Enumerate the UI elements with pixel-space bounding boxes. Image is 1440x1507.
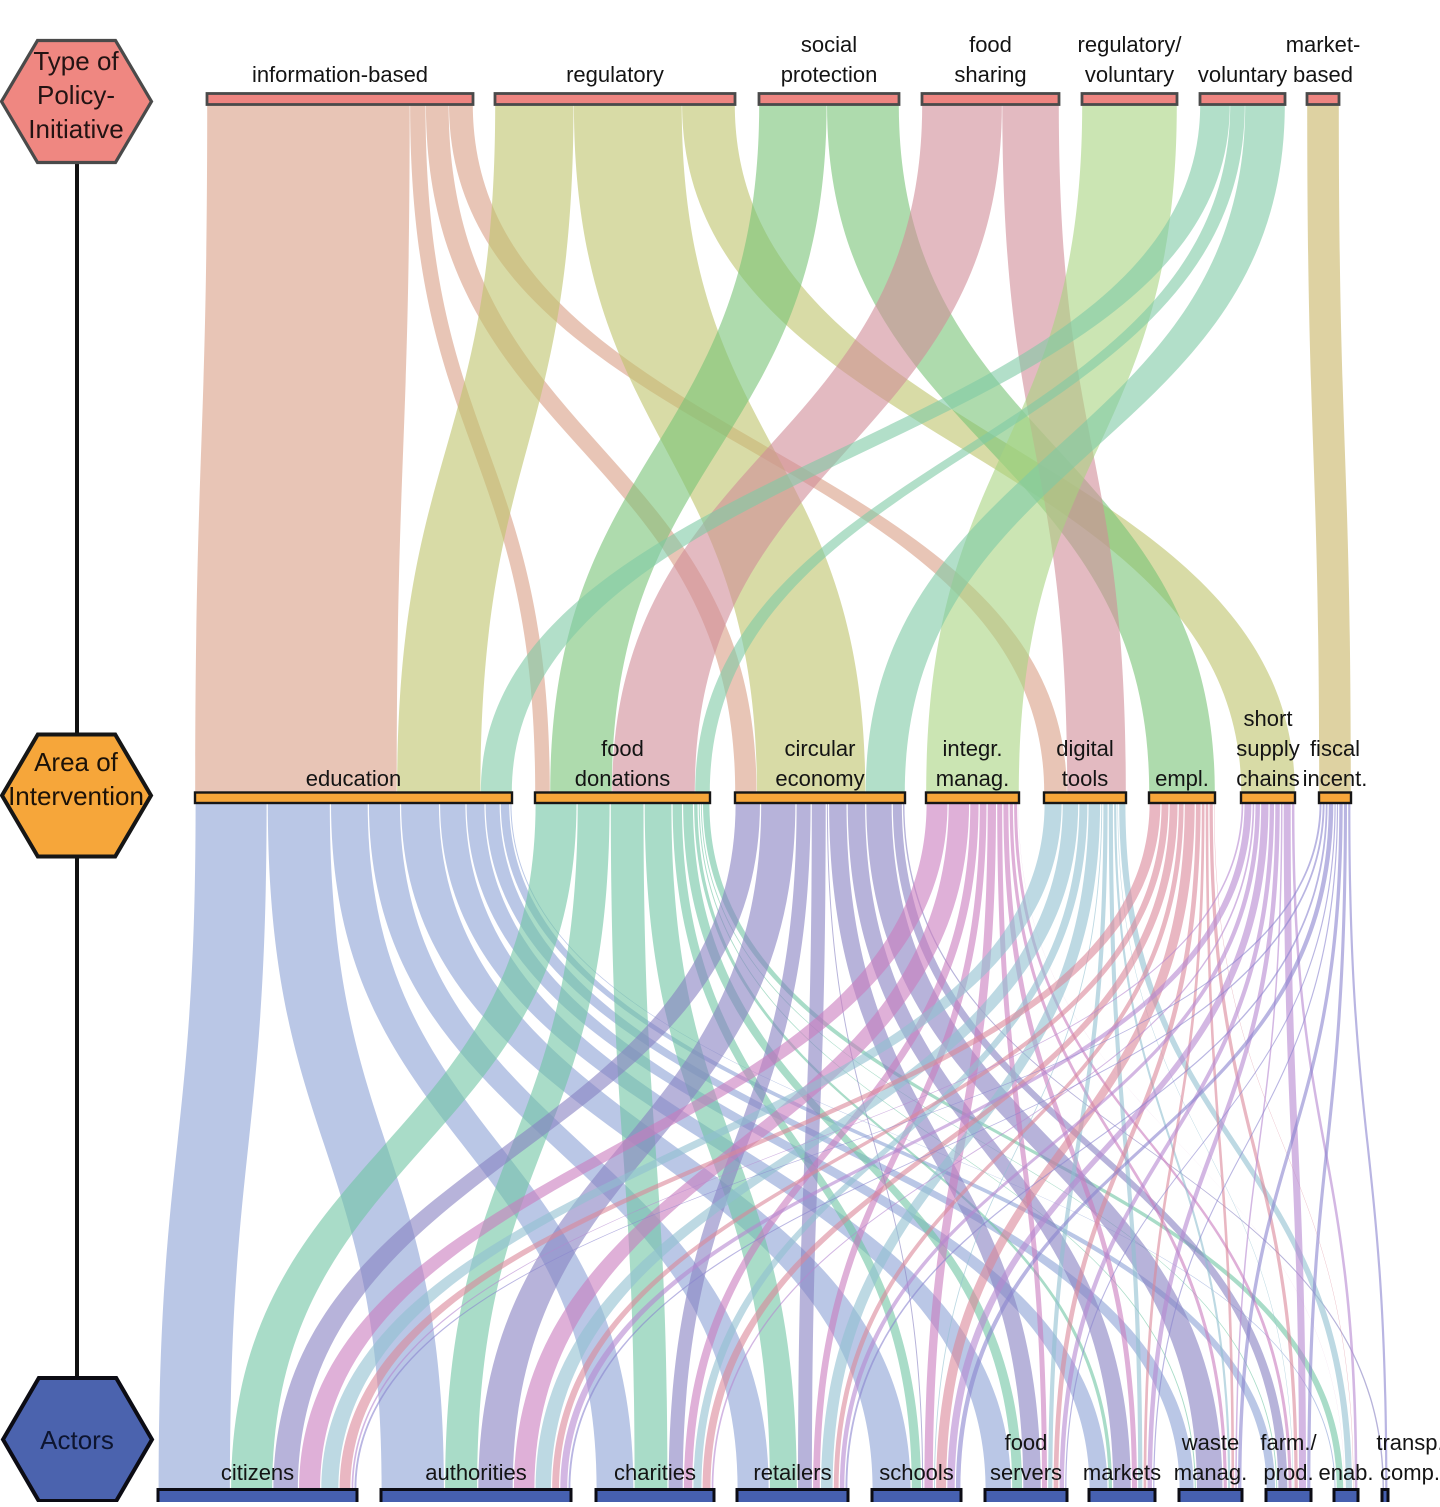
svg-text:manag.: manag.: [936, 766, 1009, 791]
svg-text:social: social: [801, 32, 857, 57]
svg-text:comp.: comp.: [1380, 1460, 1440, 1485]
svg-text:food: food: [969, 32, 1012, 57]
svg-text:integr.: integr.: [943, 736, 1003, 761]
svg-text:donations: donations: [575, 766, 670, 791]
svg-text:transp.: transp.: [1376, 1430, 1440, 1455]
svg-text:Area of: Area of: [34, 747, 119, 777]
svg-text:charities: charities: [614, 1460, 696, 1485]
svg-text:farm./: farm./: [1260, 1430, 1317, 1455]
svg-text:Initiative: Initiative: [28, 114, 123, 144]
svg-text:short: short: [1244, 706, 1293, 731]
svg-text:retailers: retailers: [753, 1460, 831, 1485]
svg-text:chains: chains: [1236, 766, 1300, 791]
svg-text:authorities: authorities: [425, 1460, 527, 1485]
svg-text:voluntary: voluntary: [1085, 62, 1174, 87]
svg-text:prod.: prod.: [1263, 1460, 1313, 1485]
svg-text:food: food: [601, 736, 644, 761]
svg-text:manag.: manag.: [1174, 1460, 1247, 1485]
svg-text:sharing: sharing: [954, 62, 1026, 87]
svg-text:waste: waste: [1181, 1430, 1239, 1455]
svg-text:servers: servers: [990, 1460, 1062, 1485]
svg-text:regulatory: regulatory: [566, 62, 664, 87]
svg-text:citizens: citizens: [221, 1460, 294, 1485]
svg-text:economy: economy: [775, 766, 864, 791]
svg-text:protection: protection: [781, 62, 878, 87]
svg-text:incent.: incent.: [1303, 766, 1368, 791]
svg-text:education: education: [306, 766, 401, 791]
svg-text:Intervention: Intervention: [8, 781, 144, 811]
svg-text:regulatory/: regulatory/: [1078, 32, 1183, 57]
svg-text:tools: tools: [1062, 766, 1108, 791]
svg-text:circular: circular: [785, 736, 856, 761]
svg-text:enab.: enab.: [1318, 1460, 1373, 1485]
svg-text:voluntary: voluntary: [1198, 62, 1287, 87]
svg-text:information-based: information-based: [252, 62, 428, 87]
svg-text:empl.: empl.: [1155, 766, 1209, 791]
svg-text:based: based: [1293, 62, 1353, 87]
svg-text:digital: digital: [1056, 736, 1113, 761]
svg-text:market-: market-: [1286, 32, 1361, 57]
svg-text:Policy-: Policy-: [37, 80, 115, 110]
svg-text:fiscal: fiscal: [1310, 736, 1360, 761]
svg-text:Type of: Type of: [33, 46, 119, 76]
svg-text:markets: markets: [1083, 1460, 1161, 1485]
svg-text:schools: schools: [879, 1460, 954, 1485]
svg-text:Actors: Actors: [40, 1425, 114, 1455]
svg-text:food: food: [1005, 1430, 1048, 1455]
svg-text:supply: supply: [1236, 736, 1300, 761]
